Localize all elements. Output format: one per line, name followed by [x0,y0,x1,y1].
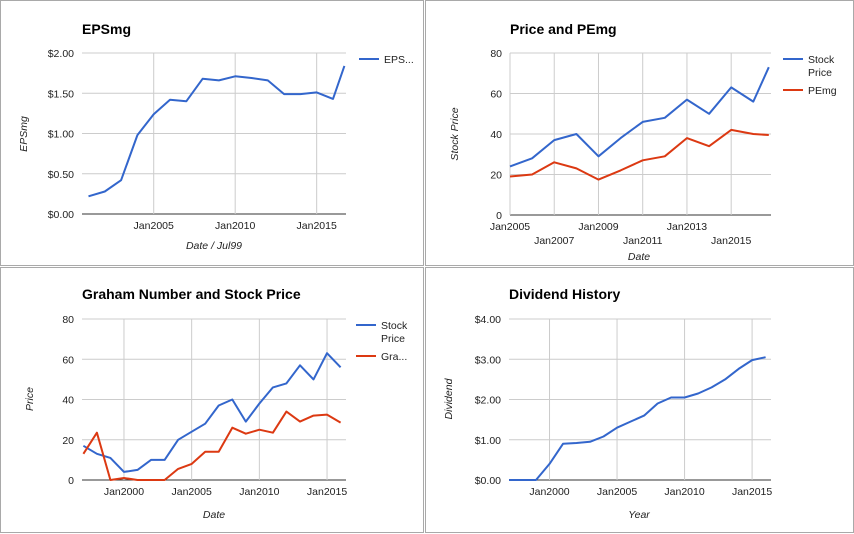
legend-label: EPS... [384,54,414,66]
x-tick-label: Jan2015 [732,486,772,498]
y-tick-label: 80 [62,314,74,326]
series-line-1 [82,352,342,473]
x-tick-label: Jan2015 [307,486,347,498]
x-tick-label: Jan2010 [239,486,279,498]
y-tick-label: 20 [490,170,502,182]
x-tick-label: Jan2015 [711,235,751,247]
legend-label: Price [808,67,832,79]
y-tick-label: 40 [62,395,74,407]
x-tick-label: Jan2010 [664,486,704,498]
y-tick-label: 60 [62,354,74,366]
y-tick-label: 60 [490,89,502,101]
chart-panel-epsmg: $0.00 $0.50 $1.00 $1.50 $2.00 Jan2005 Jan2010 J… [0,0,424,266]
chart-title: Graham Number and Stock Price [82,286,301,302]
chart-epsmg: $0.00 $0.50 $1.00 $1.50 $2.00 Jan2005 Jan2010 J… [18,21,414,252]
series-line-1 [509,66,770,168]
y-tick-label: 40 [490,129,502,141]
y-tick-label: $2.00 [475,395,501,407]
x-axis-label: Date [203,509,225,521]
series-line-1 [88,65,346,198]
chart-title: Price and PEmg [510,21,617,37]
chart-panel-dividend: $0.00 $1.00 $2.00 $3.00 $4.00 Jan2000 Jan2005 J… [425,267,854,533]
legend-label: Stock [808,54,835,66]
y-tick-label: 0 [68,475,74,487]
x-tick-label: Jan2005 [172,486,212,498]
legend-label: Gra... [381,351,407,363]
x-tick-label: Jan2000 [529,486,569,498]
x-tick-label: Jan2000 [104,486,144,498]
series-line-2 [509,128,769,181]
chart-title: Dividend History [509,286,620,302]
y-tick-label: $4.00 [475,314,501,326]
y-tick-label: $1.50 [48,88,74,100]
y-axis-label: Price [24,387,36,411]
series-line-2 [82,410,342,481]
x-tick-label: Jan2011 [623,235,663,247]
y-tick-label: $0.50 [48,169,74,181]
x-tick-label: Jan2005 [597,486,637,498]
x-axis-label: Date [628,251,650,263]
y-tick-label: 80 [490,48,502,60]
y-tick-label: 20 [62,435,74,447]
y-axis-label: Stock Price [449,107,461,160]
y-tick-label: $3.00 [475,354,501,366]
chart-title: EPSmg [82,21,131,37]
x-tick-label: Jan2010 [215,220,255,232]
chart-panel-price-pemg: 0 20 40 60 80 Jan2005 Jan2007 Jan2009 Jan2011 Jan… [425,0,854,266]
x-tick-label: Jan2005 [134,220,174,232]
x-tick-label: Jan2005 [490,221,530,233]
legend-label: Stock [381,320,408,332]
chart-graham-number: 0 20 40 60 80 Jan2000 Jan2005 Jan2010 Jan2015 Gra… [24,286,408,521]
y-tick-label: $1.00 [475,435,501,447]
y-tick-label: $1.00 [48,129,74,141]
x-axis-label: Date / Jul99 [186,240,242,252]
y-tick-label: $2.00 [48,48,74,60]
x-tick-label: Jan2013 [667,221,707,233]
y-tick-label: 0 [496,210,502,222]
y-tick-label: $0.00 [475,475,501,487]
series-line-1 [509,356,766,481]
x-axis-label: Year [628,509,650,521]
x-tick-label: Jan2009 [578,221,618,233]
y-tick-label: $0.00 [48,209,74,221]
y-axis-label: Dividend [443,377,455,419]
legend-label: PEmg [808,85,837,97]
x-tick-label: Jan2007 [534,235,574,247]
chart-panel-graham: 0 20 40 60 80 Jan2000 Jan2005 Jan2010 Jan2015 Gra… [0,267,424,533]
legend-label: Price [381,333,405,345]
chart-price-pemg: 0 20 40 60 80 Jan2005 Jan2007 Jan2009 Jan2011 Jan… [449,21,837,263]
chart-dividend-history: $0.00 $1.00 $2.00 $3.00 $4.00 Jan2000 Jan2005 J… [443,286,772,521]
y-axis-label: EPSmg [18,116,30,152]
x-tick-label: Jan2015 [297,220,337,232]
